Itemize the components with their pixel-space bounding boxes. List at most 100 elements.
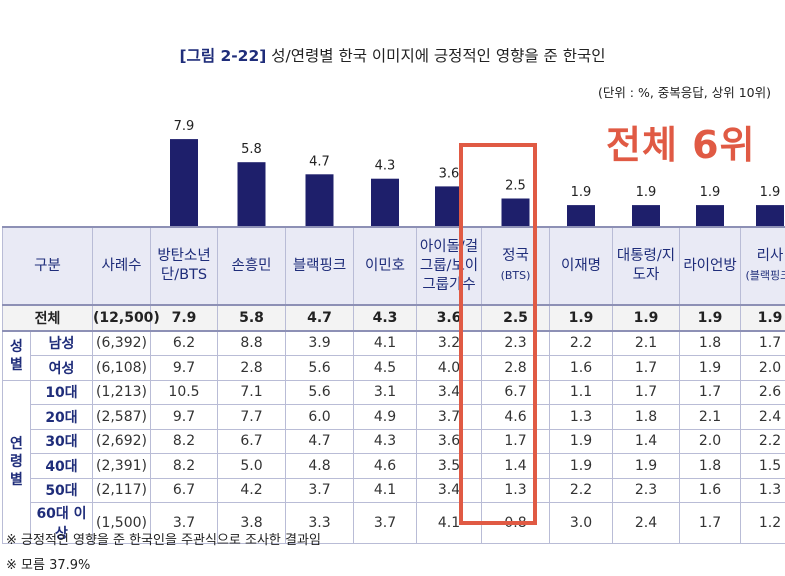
table-cell: 3.7 (285, 477, 354, 503)
table-cell: 1.3 (740, 477, 785, 503)
table-cell: 6.7 (481, 379, 550, 405)
table-cell: 2.1 (679, 404, 741, 430)
table-row: 30대 (2,692) 8.2 6.7 4.7 4.3 3.6 1.7 1.9 1.4 2.0 2.2 (3, 428, 785, 454)
unit-note: (단위 : %, 중복응답, 상위 10위) (597, 85, 771, 100)
table-cell: 1.1 (549, 379, 613, 405)
row-cases: (6,392) (92, 330, 151, 356)
table-cell: 4.8 (285, 453, 354, 479)
header-item: 대통령/지도자 (612, 226, 680, 306)
header-item-label: 정국 (502, 248, 529, 264)
table-cell: 5.6 (285, 355, 354, 381)
header-item-label: 이재명 (560, 257, 602, 274)
row-label: 10대 (30, 379, 93, 405)
table-header: 구분 사례수 방탄소년단/BTS 손흥민 블랙핑크 이민호 아이돌/걸그룹/보이그룹가수… (2, 226, 785, 306)
table-cell: 1.7 (740, 330, 785, 356)
table-cell: 3.9 (285, 330, 354, 356)
table-cell: 4.1 (416, 502, 482, 544)
bar-value-label: 7.9 (174, 119, 195, 134)
bar (696, 205, 724, 226)
footnote-2: ※ 모름 37.9% (6, 558, 91, 573)
table-cell: 2.8 (481, 355, 550, 381)
table-cell: 4.5 (353, 355, 417, 381)
table-cell: 2.3 (612, 477, 680, 503)
table-cell: 4.9 (353, 404, 417, 430)
bar-value-label: 1.9 (760, 185, 781, 200)
row-cases: (12,500) (92, 304, 160, 332)
bar (567, 205, 595, 226)
bar (632, 205, 660, 226)
table-cell: 5.8 (217, 304, 286, 332)
group-label: 성별 (2, 330, 31, 381)
table-cell: 7.9 (150, 304, 218, 332)
table-cell: 1.7 (612, 379, 680, 405)
table-cell: 2.3 (481, 330, 550, 356)
header-cases: 사례수 (92, 226, 151, 306)
row-cases: (2,692) (92, 428, 151, 454)
table-cell: 1.4 (612, 428, 680, 454)
header-item-sublabel: (블랙핑크) (745, 269, 785, 282)
table-cell: 8.2 (150, 453, 218, 479)
row-cases: (2,391) (92, 453, 151, 479)
table-cell: 1.6 (549, 355, 613, 381)
table-cell: 7.1 (217, 379, 286, 405)
table-cell: 2.1 (612, 330, 680, 356)
table-cell: 3.6 (416, 304, 482, 332)
table-row: 40대 (2,391) 8.2 5.0 4.8 4.6 3.5 1.4 1.9 1.9 1.8 1.5 (3, 453, 785, 479)
table-cell: 8.2 (150, 428, 218, 454)
table-cell: 9.7 (150, 404, 218, 430)
bar-value-label: 2.5 (505, 179, 526, 194)
table-row: 연령별 10대 (1,213) 10.5 7.1 5.6 3.1 3.4 6.7 1.1 1.7 1.… (2, 379, 785, 544)
table-cell: 1.9 (740, 304, 785, 332)
bar (501, 198, 530, 226)
table-cell: 4.6 (481, 404, 550, 430)
header-item: 아이돌/걸그룹/보이그룹가수 (416, 226, 482, 306)
table-cell: 1.7 (481, 428, 550, 454)
bar-value-label: 3.6 (439, 166, 460, 181)
table-cell: 2.2 (549, 330, 613, 356)
table-cell: 2.4 (740, 404, 785, 430)
table-cell: 9.7 (150, 355, 218, 381)
table-cell: 8.8 (217, 330, 286, 356)
row-label: 30대 (30, 428, 93, 454)
row-cases: (2,587) (92, 404, 151, 430)
row-cases: (1,213) (92, 379, 151, 405)
table-cell: 4.3 (353, 304, 417, 332)
table-row-total: 전체 (12,500) 7.9 5.8 4.7 4.3 3.6 2.5 1.9 1.9 1.9 1.9 (2, 304, 785, 332)
table-cell: 1.7 (679, 379, 741, 405)
header-item: 방탄소년단/BTS (150, 226, 218, 306)
table-cell: 1.3 (549, 404, 613, 430)
row-cases: (6,108) (92, 355, 151, 381)
table-cell: 1.5 (740, 453, 785, 479)
table-cell: 3.7 (353, 502, 417, 544)
table-cell: 1.7 (612, 355, 680, 381)
header-item-label: 아이돌/걸그룹/보이그룹가수 (419, 238, 479, 293)
table-row: 성별 남성 (6,392) 6.2 8.8 3.9 4.1 3.2 2.3 2.2 2.1 1.8 1.… (2, 330, 785, 381)
table-cell: 3.4 (416, 477, 482, 503)
table-cell: 1.8 (679, 330, 741, 356)
table-cell: 6.7 (217, 428, 286, 454)
table-cell: 2.2 (549, 477, 613, 503)
table-cell: 1.9 (549, 304, 613, 332)
table-row: 50대 (2,117) 6.7 4.2 3.7 4.1 3.4 1.3 2.2 2.3 1.6 1.3 (3, 477, 785, 503)
table-cell: 3.7 (150, 502, 218, 544)
header-item: 라이언방 (679, 226, 741, 306)
header-item-label: 손흥민 (231, 257, 272, 274)
table-cell: 4.7 (285, 304, 354, 332)
header-item-sublabel: (BTS) (500, 269, 531, 282)
table-cell: 1.4 (481, 453, 550, 479)
table-cell: 4.1 (353, 330, 417, 356)
table-cell: 5.6 (285, 379, 354, 405)
row-label: 여성 (30, 355, 93, 381)
table-cell: 1.9 (549, 453, 613, 479)
table-cell: 1.9 (549, 428, 613, 454)
bar-value-label: 1.9 (700, 185, 721, 200)
table-cell: 4.2 (217, 477, 286, 503)
table-cell: 1.9 (679, 355, 741, 381)
bar (756, 205, 784, 226)
bar (305, 174, 334, 226)
table-cell: 4.3 (353, 428, 417, 454)
header-item: 이재명 (549, 226, 613, 306)
table-cell: 1.8 (679, 453, 741, 479)
bar-value-label: 1.9 (571, 185, 592, 200)
header-item: 이민호 (353, 226, 417, 306)
